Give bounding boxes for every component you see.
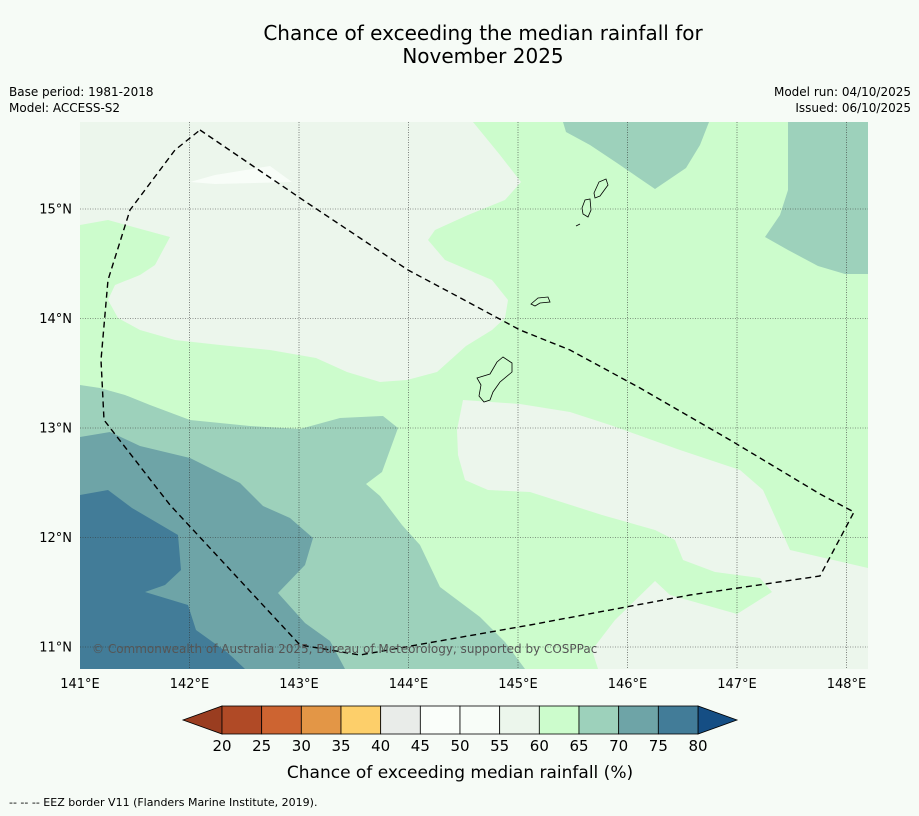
- colorbar-tick-label: 40: [371, 737, 390, 755]
- lat-tick: 14°N: [39, 312, 72, 327]
- map-figure: © Commonwealth of Australia 2025, Bureau…: [0, 0, 919, 816]
- colorbar-tick-label: 25: [252, 737, 271, 755]
- lat-tick: 13°N: [39, 422, 72, 437]
- lon-tick: 148°E: [827, 677, 867, 692]
- colorbar-tick-label: 80: [688, 737, 707, 755]
- colorbar-segment: [341, 706, 381, 734]
- colorbar-tick-labels: 20 25 30 35 40 45 50 55 60 65 70 75 80: [212, 737, 707, 755]
- lat-tick: 12°N: [39, 531, 72, 546]
- lon-tick: 146°E: [608, 677, 648, 692]
- colorbar-tick-label: 35: [331, 737, 350, 755]
- colorbar-segment: [381, 706, 421, 734]
- lon-tick: 141°E: [60, 677, 100, 692]
- colorbar-segment: [539, 706, 579, 734]
- colorbar-tick-label: 30: [292, 737, 311, 755]
- lat-tick-labels: 15°N 14°N 13°N 12°N 11°N: [39, 203, 72, 656]
- colorbar-segment: [579, 706, 619, 734]
- colorbar-tick-label: 50: [450, 737, 469, 755]
- lon-tick: 143°E: [279, 677, 319, 692]
- lon-tick: 147°E: [717, 677, 757, 692]
- colorbar-over-arrow: [698, 706, 737, 734]
- lat-tick: 11°N: [39, 641, 72, 656]
- lat-tick: 15°N: [39, 203, 72, 218]
- colorbar-segment: [262, 706, 302, 734]
- colorbar-segment: [301, 706, 341, 734]
- rainfall-map: © Commonwealth of Australia 2025, Bureau…: [80, 122, 868, 669]
- colorbar-tick-label: 65: [569, 737, 588, 755]
- lon-tick: 142°E: [170, 677, 210, 692]
- colorbar-tick-label: 75: [649, 737, 668, 755]
- footnote: -- -- -- EEZ border V11 (Flanders Marine…: [9, 796, 317, 809]
- colorbar-segment: [500, 706, 540, 734]
- colorbar-tick-label: 70: [609, 737, 628, 755]
- colorbar-tick-label: 60: [530, 737, 549, 755]
- colorbar-segment: [420, 706, 460, 734]
- colorbar-tick-label: 55: [490, 737, 509, 755]
- colorbar: 20 25 30 35 40 45 50 55 60 65 70 75 80 Chance of exc…: [183, 706, 737, 783]
- lon-tick: 145°E: [498, 677, 538, 692]
- colorbar-segment: [460, 706, 500, 734]
- colorbar-segment: [619, 706, 659, 734]
- lon-tick: 144°E: [389, 677, 429, 692]
- colorbar-tick-label: 45: [411, 737, 430, 755]
- colorbar-title: Chance of exceeding median rainfall (%): [287, 763, 633, 783]
- colorbar-segment: [658, 706, 698, 734]
- copyright-text: © Commonwealth of Australia 2025, Bureau…: [92, 642, 597, 656]
- colorbar-segments: [222, 706, 698, 734]
- colorbar-under-arrow: [183, 706, 222, 734]
- colorbar-segment: [222, 706, 262, 734]
- lon-tick-labels: 141°E 142°E 143°E 144°E 145°E 146°E 147°…: [60, 677, 866, 692]
- colorbar-tick-label: 20: [212, 737, 231, 755]
